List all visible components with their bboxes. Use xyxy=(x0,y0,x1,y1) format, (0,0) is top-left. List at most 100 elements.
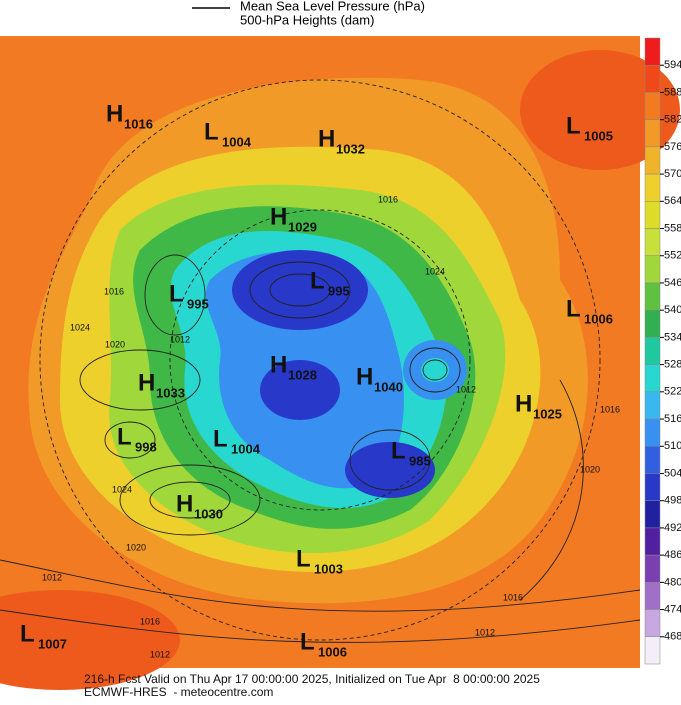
colorbar-label: 468 xyxy=(664,631,681,643)
colorbar-box xyxy=(644,309,661,338)
center-kind: L xyxy=(566,112,581,139)
center-kind: L xyxy=(169,280,184,307)
center-value: 1004 xyxy=(231,441,261,456)
center-value: 1028 xyxy=(288,367,317,382)
colorbar-label: 474 xyxy=(664,603,681,615)
center-kind: L xyxy=(20,620,35,647)
colorbar-label: 486 xyxy=(664,549,681,561)
colorbar-label: 594 xyxy=(664,59,681,71)
colorbar-box xyxy=(644,473,661,501)
colorbar-label: 570 xyxy=(664,168,681,180)
center-value: 995 xyxy=(328,283,350,298)
map xyxy=(0,36,680,690)
colorbar-box xyxy=(644,391,661,420)
colorbar-box xyxy=(644,228,661,256)
colorbar-box xyxy=(644,364,661,393)
contour-label: 1012 xyxy=(456,384,476,394)
colorbar-label: 540 xyxy=(664,304,681,316)
center-kind: L xyxy=(310,267,325,294)
colorbar-box xyxy=(644,337,661,365)
colorbar-label: 480 xyxy=(664,576,681,588)
colorbar-label: 522 xyxy=(664,386,681,398)
center-kind: H xyxy=(106,100,123,127)
colorbar-label: 576 xyxy=(664,141,681,153)
center-kind: H xyxy=(515,390,532,417)
center-kind: H xyxy=(270,203,287,230)
colorbar-label: 528 xyxy=(664,359,681,371)
center-kind: L xyxy=(213,425,228,452)
colorbar-label: 582 xyxy=(664,114,681,126)
colorbar-box xyxy=(644,64,661,93)
line-label: Mean Sea Level Pressure (hPa) xyxy=(240,0,425,13)
center-value: 1005 xyxy=(584,128,613,143)
colorbar-box xyxy=(644,609,661,638)
colorbar-label: 516 xyxy=(664,413,681,425)
center-value: 1006 xyxy=(318,644,347,659)
contour-label: 1016 xyxy=(140,616,160,626)
colorbar-box xyxy=(644,554,661,583)
center-kind: L xyxy=(204,118,219,145)
contour-label: 1020 xyxy=(126,542,146,552)
center-kind: L xyxy=(296,545,311,572)
colorbar-box xyxy=(644,446,661,474)
contour-label: 1016 xyxy=(378,194,398,204)
center-kind: H xyxy=(318,125,335,152)
fill-label: 500-hPa Heights (dam) xyxy=(240,12,374,27)
contour-label: 1016 xyxy=(600,404,620,414)
center-value: 1004 xyxy=(222,134,252,149)
colorbar-label: 534 xyxy=(664,331,681,343)
center-kind: L xyxy=(300,628,315,655)
center-kind: H xyxy=(176,490,193,517)
colorbar-box xyxy=(644,527,661,556)
colorbar-box xyxy=(644,636,661,665)
colorbar-box xyxy=(644,119,661,148)
colorbar-label: 492 xyxy=(664,522,681,534)
colorbar-label: 546 xyxy=(664,277,681,289)
colorbar-box xyxy=(644,282,661,311)
center-value: 1032 xyxy=(336,141,365,156)
center-value: 1029 xyxy=(288,219,317,234)
footer-line: 216-h Fcst Valid on Thu Apr 17 00:00:00 … xyxy=(84,672,540,686)
colorbar-box xyxy=(644,37,661,66)
contour-label: 1012 xyxy=(170,334,190,344)
colorbar-box xyxy=(644,582,661,610)
center-kind: L xyxy=(117,423,132,450)
colorbar-box xyxy=(644,418,661,447)
colorbar-label: 504 xyxy=(664,467,681,479)
center-kind: L xyxy=(391,437,406,464)
colorbar-box xyxy=(644,201,661,229)
contour-label: 1012 xyxy=(42,572,62,582)
center-value: 1033 xyxy=(156,385,185,400)
colorbar-label: 588 xyxy=(664,86,681,98)
colorbar-box xyxy=(644,500,661,529)
center-value: 1025 xyxy=(533,406,562,421)
colorbar-label: 558 xyxy=(664,222,681,234)
contour-label: 1024 xyxy=(70,322,90,332)
colorbar-box xyxy=(644,255,661,284)
center-value: 995 xyxy=(187,296,209,311)
center-kind: L xyxy=(566,295,581,322)
colorbar-box xyxy=(644,146,661,175)
center-kind: H xyxy=(270,351,287,378)
colorbar-label: 564 xyxy=(664,195,681,207)
contour-label: 1020 xyxy=(580,464,600,474)
center-value: 1006 xyxy=(584,311,613,326)
colorbar-box xyxy=(644,92,661,120)
center-value: 1007 xyxy=(38,636,67,651)
center-value: 1040 xyxy=(374,379,403,394)
center-kind: H xyxy=(138,369,155,396)
contour-label: 1016 xyxy=(104,286,124,296)
center-value: 998 xyxy=(135,439,157,454)
center-value: 1030 xyxy=(194,506,223,521)
colorbar-box xyxy=(644,173,661,202)
contour-label: 1020 xyxy=(105,339,125,349)
colorbar-label: 552 xyxy=(664,250,681,262)
contour-label: 1012 xyxy=(475,627,495,637)
center-value: 1016 xyxy=(124,116,153,131)
colorbar-label: 510 xyxy=(664,440,681,452)
contour-label: 1012 xyxy=(150,649,170,659)
contour-label: 1016 xyxy=(503,592,523,602)
center-value: 1003 xyxy=(314,561,343,576)
footer-line: ECMWF-HRES - meteocentre.com xyxy=(84,685,273,699)
